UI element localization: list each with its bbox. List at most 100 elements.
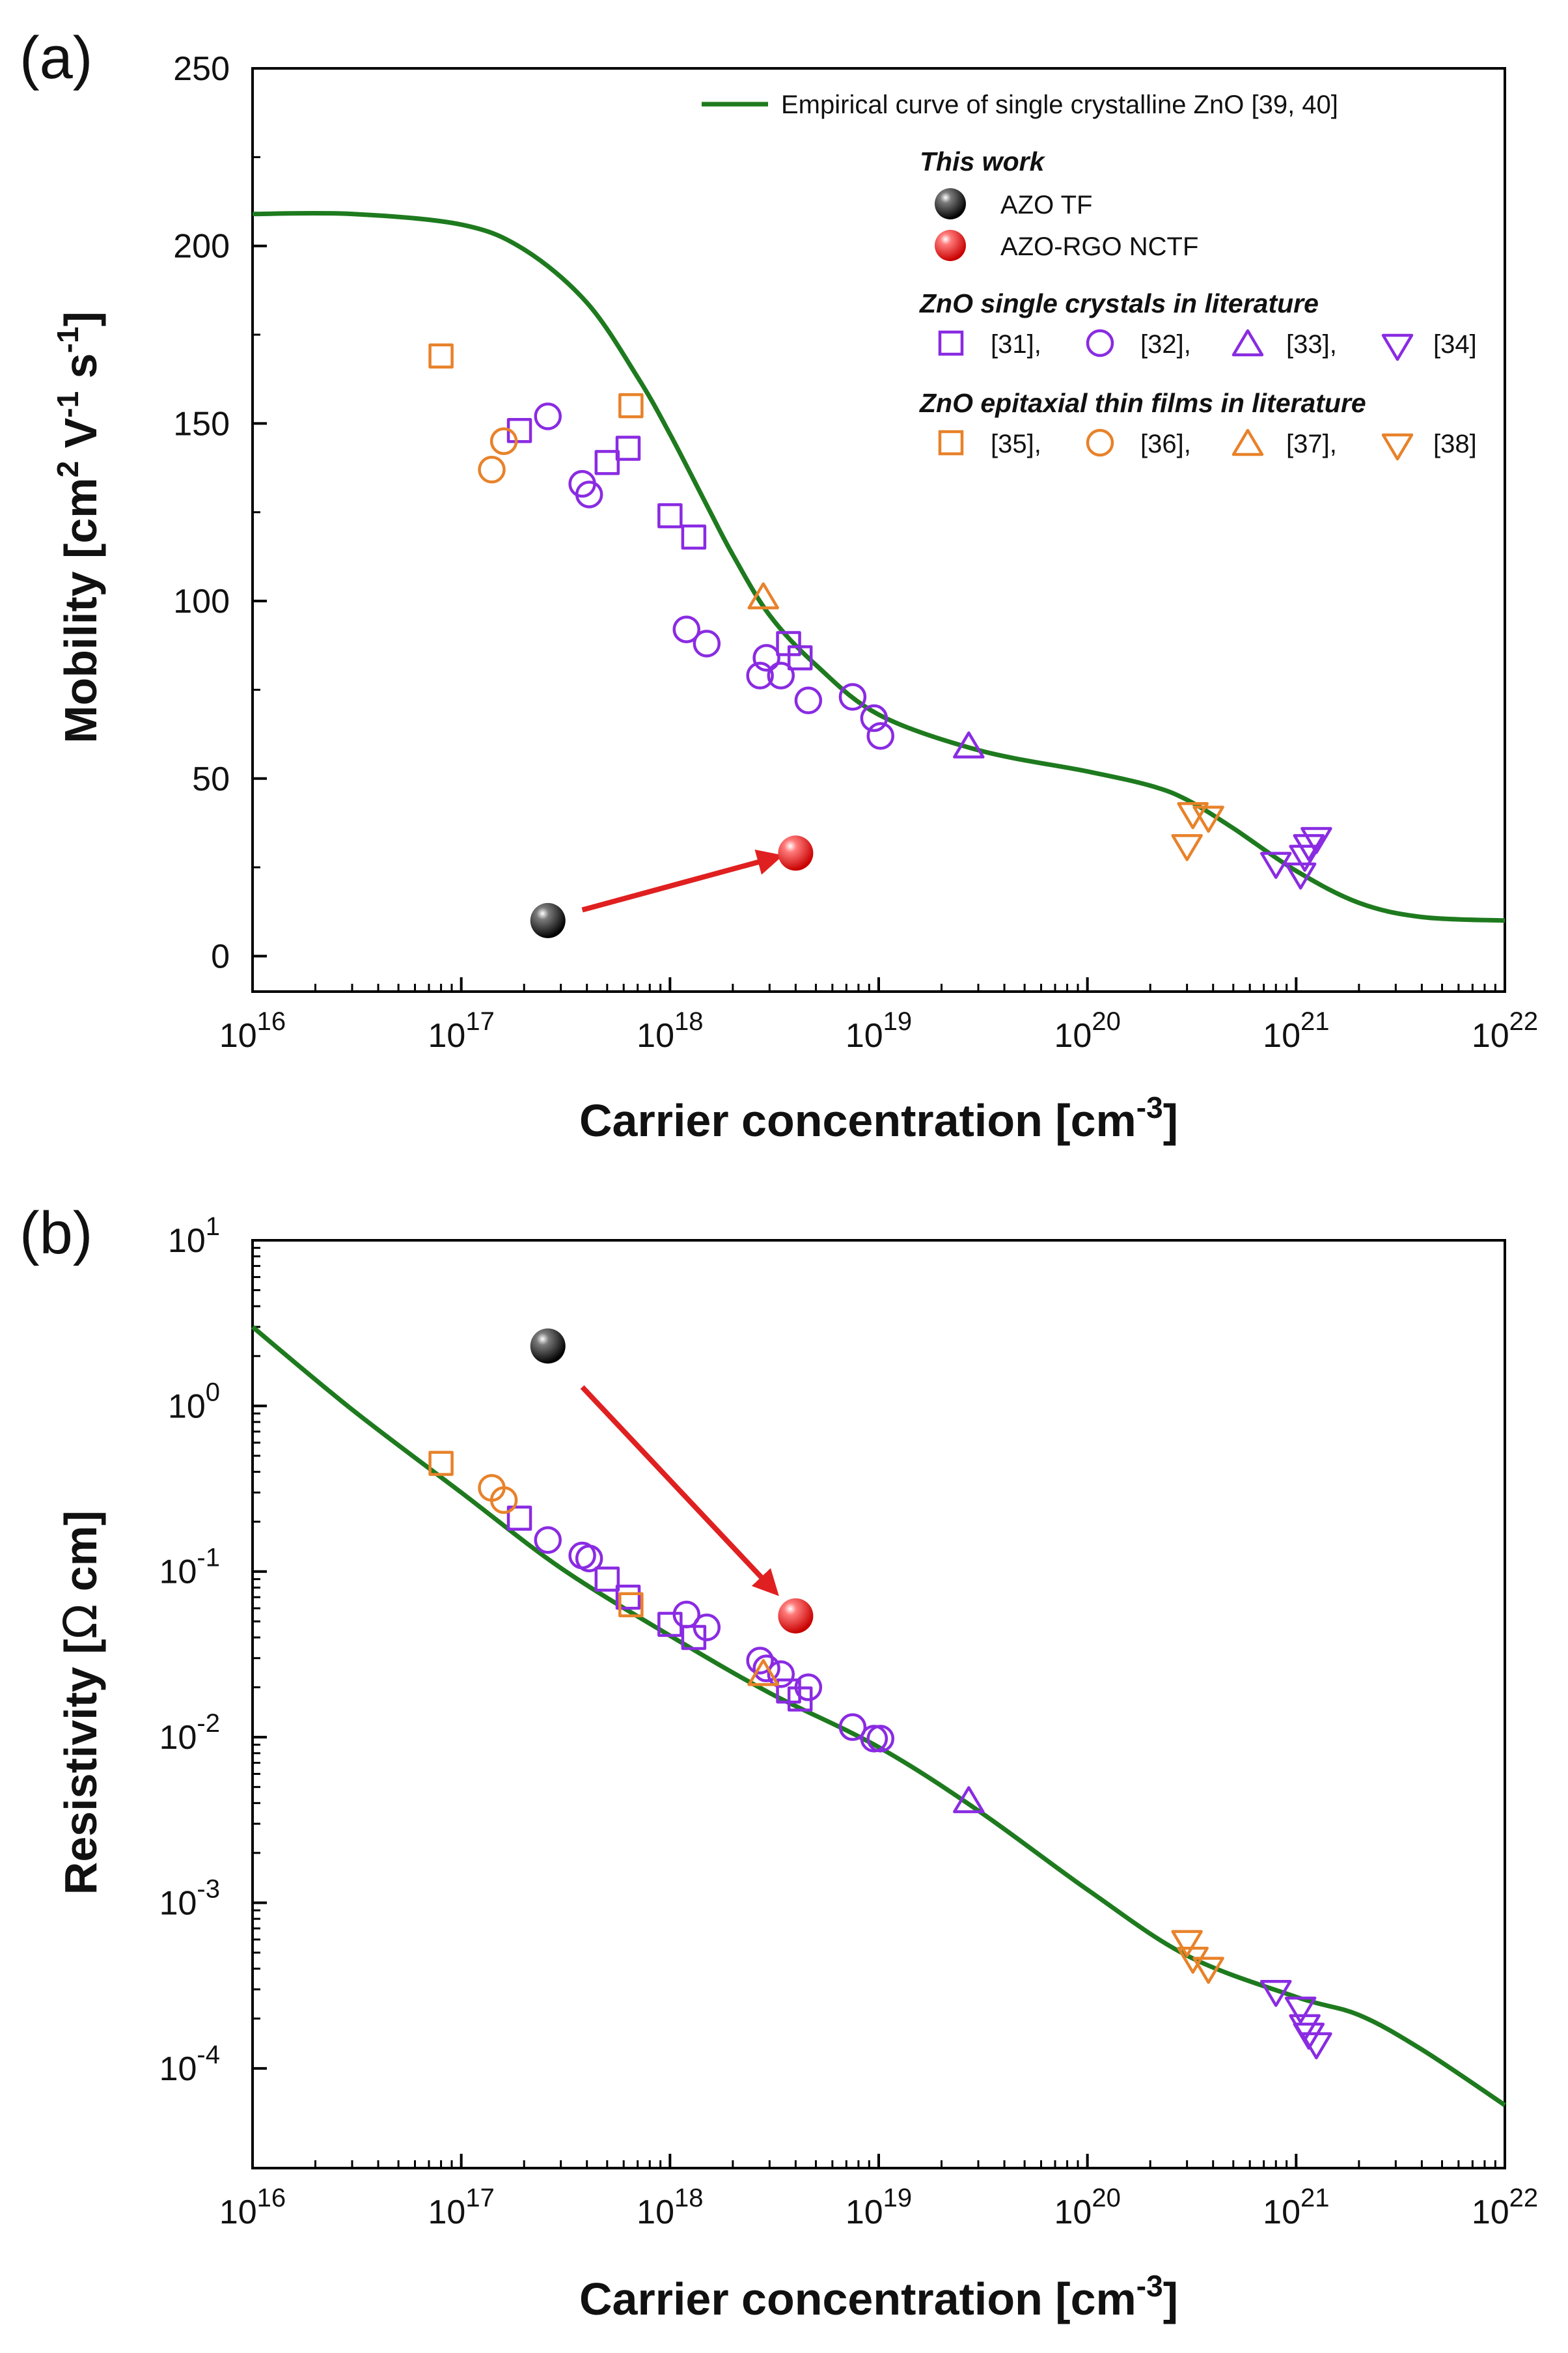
x-tick-label: 1017 bbox=[428, 2184, 494, 2231]
plot-frame-b bbox=[251, 1239, 1506, 2169]
data-point-34 bbox=[1284, 1996, 1317, 2024]
legend-label-35: [35], bbox=[991, 430, 1041, 458]
data-point-32 bbox=[534, 402, 562, 430]
panel-label-b: (b) bbox=[20, 1200, 92, 1266]
y-tick-label: 10-1 bbox=[159, 1544, 220, 1591]
improvement-arrow-a bbox=[581, 849, 784, 913]
data-point-31 bbox=[594, 1566, 620, 1592]
legend-marker-34 bbox=[1381, 333, 1414, 361]
legend-label-38: [38] bbox=[1433, 430, 1477, 458]
y-tick-label: 250 bbox=[173, 50, 230, 88]
legend-label-37: [37], bbox=[1286, 430, 1337, 458]
data-point-32 bbox=[693, 630, 721, 658]
data-point-31 bbox=[787, 645, 813, 671]
legend-epitaxial-title: ZnO epitaxial thin films in literature bbox=[919, 388, 1366, 418]
x-tick-label: 1019 bbox=[846, 2184, 912, 2231]
data-point-33 bbox=[953, 1786, 985, 1813]
x-axis-label-b: Carrier concentration [cm-3] bbox=[579, 2269, 1178, 2324]
x-tick-label: 1021 bbox=[1263, 2184, 1329, 2231]
legend-label-31: [31], bbox=[991, 330, 1041, 359]
data-point-32 bbox=[693, 1613, 721, 1641]
data-point-32 bbox=[746, 1647, 774, 1675]
data-point-32 bbox=[767, 661, 795, 689]
legend-azo-tf-marker bbox=[935, 188, 966, 219]
legend: Empirical curve of single crystalline Zn… bbox=[702, 90, 1477, 461]
azo-rgo-nctf-point bbox=[778, 835, 814, 871]
x-tick-label: 1022 bbox=[1472, 1007, 1538, 1055]
data-point-31 bbox=[506, 1505, 532, 1531]
data-point-32 bbox=[838, 1713, 867, 1741]
data-point-32 bbox=[860, 1725, 888, 1753]
data-point-35 bbox=[428, 343, 454, 369]
legend-label-32: [32], bbox=[1140, 330, 1191, 359]
x-tick-label: 1020 bbox=[1054, 2184, 1120, 2231]
legend-marker-31 bbox=[938, 330, 964, 356]
data-point-34 bbox=[1293, 834, 1325, 861]
data-point-32 bbox=[794, 686, 823, 715]
data-point-38 bbox=[1192, 1956, 1224, 1984]
legend-curve-label: Empirical curve of single crystalline Zn… bbox=[781, 90, 1338, 119]
x-tick-label: 1019 bbox=[846, 1007, 912, 1055]
legend-azo-rgo-marker bbox=[935, 230, 966, 261]
data-point-32 bbox=[575, 480, 603, 508]
y-tick-label: 150 bbox=[173, 405, 230, 443]
data-point-34 bbox=[1260, 1979, 1292, 2007]
legend-marker-38 bbox=[1381, 433, 1414, 461]
data-point-34 bbox=[1300, 827, 1332, 854]
data-point-36 bbox=[489, 1486, 518, 1514]
data-point-37 bbox=[747, 1659, 779, 1686]
data-point-32 bbox=[860, 704, 888, 732]
data-point-34 bbox=[1289, 844, 1321, 872]
legend-azo-rgo-label: AZO-RGO NCTF bbox=[1000, 232, 1198, 261]
legend-this-work-title: This work bbox=[920, 146, 1046, 176]
data-point-36 bbox=[478, 456, 506, 484]
data-point-32 bbox=[746, 661, 774, 689]
data-point-34 bbox=[1260, 852, 1292, 879]
data-point-32 bbox=[767, 1660, 795, 1688]
data-point-32 bbox=[866, 1725, 895, 1753]
data-point-34 bbox=[1293, 2022, 1325, 2050]
data-point-34 bbox=[1300, 2032, 1332, 2059]
azo-rgo-nctf-point bbox=[778, 1598, 814, 1634]
data-point-32 bbox=[534, 1526, 562, 1554]
x-tick-label: 1018 bbox=[637, 1007, 703, 1055]
legend-label-34: [34] bbox=[1433, 330, 1477, 359]
x-tick-label: 1021 bbox=[1263, 1007, 1329, 1055]
y-axis-label-b: Resistivity [Ω cm] bbox=[54, 1511, 107, 1895]
y-tick-label: 10-2 bbox=[159, 1709, 220, 1757]
data-point-31 bbox=[594, 450, 620, 475]
data-point-32 bbox=[672, 1600, 700, 1629]
data-point-37 bbox=[747, 582, 779, 609]
data-point-33 bbox=[953, 731, 985, 759]
mobility-panel: (a) 1016 1017 1018 1019 1020 1021 1022 0 50 100 15… bbox=[20, 25, 1538, 1146]
data-point-38 bbox=[1177, 1947, 1209, 1974]
legend-label-33: [33], bbox=[1286, 330, 1337, 359]
data-point-31 bbox=[681, 524, 707, 550]
x-tick-label: 1020 bbox=[1054, 1007, 1120, 1055]
y-tick-label: 101 bbox=[168, 1212, 220, 1260]
y-tick-label: 100 bbox=[173, 583, 230, 620]
data-point-36 bbox=[489, 427, 518, 455]
panel-label-a: (a) bbox=[20, 25, 92, 91]
data-point-32 bbox=[866, 722, 895, 750]
x-axis-label-a: Carrier concentration [cm-3] bbox=[579, 1091, 1178, 1146]
empirical-curve-b bbox=[251, 1325, 1506, 2108]
data-point-32 bbox=[794, 1673, 823, 1701]
data-point-38 bbox=[1171, 1930, 1203, 1957]
resistivity-panel: (b) 1016 1017 1018 1019 1020 1021 1022 10-4 10-3… bbox=[20, 1200, 1538, 2324]
azo-tf-point bbox=[530, 902, 566, 938]
data-point-32 bbox=[575, 1544, 603, 1572]
y-tick-label: 10-4 bbox=[159, 2040, 220, 2088]
legend-single-title: ZnO single crystals in literature bbox=[919, 288, 1319, 318]
data-point-38 bbox=[1171, 834, 1203, 861]
data-point-32 bbox=[838, 683, 867, 711]
empirical-curve-a bbox=[252, 210, 1506, 923]
data-point-31 bbox=[657, 503, 683, 529]
data-point-31 bbox=[615, 436, 641, 461]
data-point-35 bbox=[618, 1592, 644, 1618]
legend-marker-35 bbox=[938, 430, 964, 456]
legend-marker-37 bbox=[1231, 428, 1264, 456]
legend-marker-32 bbox=[1086, 329, 1114, 357]
x-tick-label: 1017 bbox=[428, 1007, 494, 1055]
